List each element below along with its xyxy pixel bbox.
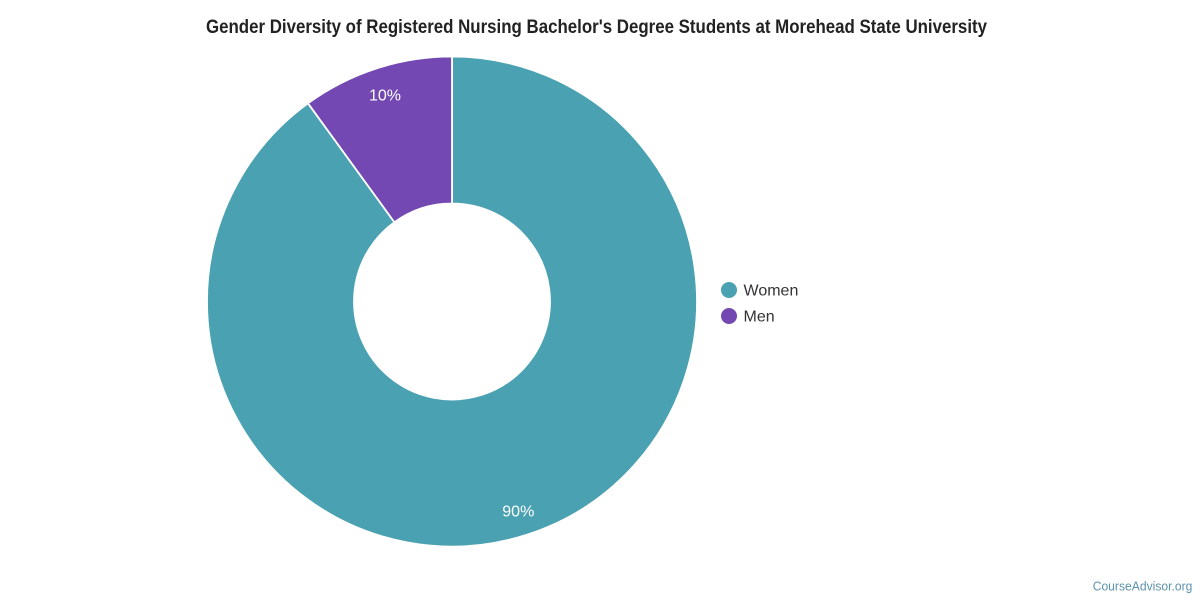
svg-text:90%: 90% (502, 504, 534, 521)
svg-text:Men: Men (744, 309, 775, 326)
svg-text:10%: 10% (369, 88, 401, 105)
svg-text:CourseAdvisor.org: CourseAdvisor.org (1093, 578, 1193, 593)
svg-text:Women: Women (744, 283, 799, 300)
svg-text:Gender Diversity of Registered: Gender Diversity of Registered Nursing B… (206, 17, 987, 38)
